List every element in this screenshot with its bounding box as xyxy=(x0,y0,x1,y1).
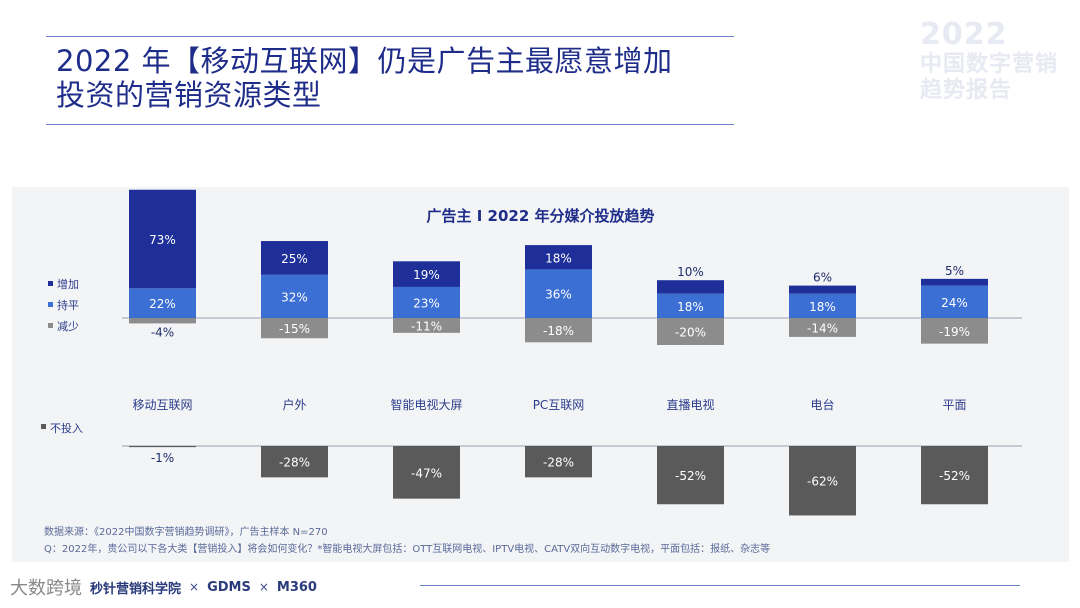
label-no-invest: -1% xyxy=(151,451,174,465)
bar-decrease xyxy=(393,318,460,333)
label-decrease: -18% xyxy=(543,324,574,338)
page-title: 2022 年【移动互联网】仍是广告主最愿意增加 投资的营销资源类型 xyxy=(56,44,736,112)
legend-swatch-1 xyxy=(48,302,53,307)
bar-no-invest xyxy=(525,446,592,478)
separator-1: × xyxy=(189,580,200,594)
label-increase: 73% xyxy=(149,233,176,247)
label-increase: 19% xyxy=(413,268,440,282)
label-no-invest: -52% xyxy=(939,469,970,483)
bar-decrease xyxy=(921,318,988,344)
label-no-invest: -47% xyxy=(411,466,442,480)
bar-increase xyxy=(657,280,724,294)
bar-flat xyxy=(921,285,988,318)
label-flat: 18% xyxy=(809,300,836,314)
label-flat: 22% xyxy=(149,297,176,311)
bar-flat xyxy=(657,293,724,318)
label-flat: 32% xyxy=(281,290,308,304)
bar-no-invest xyxy=(657,446,724,505)
chart-panel: 广告主 I 2022 年分媒介投放趋势 增加持平减少不投入 22% 73% -4% 移动… xyxy=(12,187,1069,562)
label-decrease: -4% xyxy=(151,325,174,339)
legend-swatch-2 xyxy=(48,323,53,328)
category-label: 平面 xyxy=(942,398,966,412)
legend-label-no-invest: 不投入 xyxy=(50,421,83,435)
bar-decrease xyxy=(129,318,196,324)
label-decrease: -20% xyxy=(675,326,706,340)
source-note: 数据来源：《2022中国数字营销趋势调研》，广告主样本 N=270 xyxy=(44,527,328,538)
bar-no-invest xyxy=(261,446,328,478)
label-flat: 23% xyxy=(413,296,440,310)
label-decrease: -19% xyxy=(939,325,970,339)
bar-increase xyxy=(393,261,460,287)
watermark-year: 2022 xyxy=(919,17,1008,52)
label-no-invest: -28% xyxy=(279,456,310,470)
bar-increase xyxy=(261,241,328,275)
bar-no-invest xyxy=(129,446,196,448)
bar-flat xyxy=(261,274,328,318)
bar-decrease xyxy=(525,318,592,343)
legend-label-2: 减少 xyxy=(57,320,79,333)
bar-increase xyxy=(789,285,856,294)
label-no-invest: -28% xyxy=(543,456,574,470)
partner-logo-1: 秒针营销科学院 xyxy=(90,581,182,597)
label-increase: 18% xyxy=(545,251,572,265)
bar-increase xyxy=(525,245,592,270)
label-flat: 36% xyxy=(545,288,572,302)
bar-flat xyxy=(525,269,592,318)
brand-watermark: 大数跨境 xyxy=(10,578,82,599)
question-note: Q：2022年，贵公司以下各大类【营销投入】将会如何变化？*智能电视大屏包括：O… xyxy=(44,544,771,555)
label-increase: 25% xyxy=(281,252,308,266)
label-decrease: -11% xyxy=(411,319,442,333)
category-label: 直播电视 xyxy=(666,397,714,412)
label-decrease: -15% xyxy=(279,322,310,336)
label-no-invest: -62% xyxy=(807,475,838,489)
legend-label-1: 持平 xyxy=(57,298,79,312)
title-bottom-rule xyxy=(46,124,734,125)
legend-label-0: 增加 xyxy=(57,277,79,291)
category-label: 电台 xyxy=(810,397,834,412)
category-label: 户外 xyxy=(282,397,306,412)
label-no-invest: -52% xyxy=(675,469,706,483)
label-increase: 6% xyxy=(813,271,832,285)
partner-logo-2: GDMS xyxy=(207,579,251,595)
partner-logo-3: M360 xyxy=(276,579,317,595)
title-line-1: 2022 年【移动互联网】仍是广告主最愿意增加 xyxy=(56,44,673,78)
watermark-line-2: 趋势报告 xyxy=(919,78,1012,103)
legend-swatch-no-invest xyxy=(41,424,46,429)
bar-flat xyxy=(789,293,856,318)
bar-no-invest xyxy=(921,446,988,505)
bar-no-invest xyxy=(393,446,460,499)
label-increase: 5% xyxy=(945,264,964,278)
bar-no-invest xyxy=(789,446,856,516)
bar-increase xyxy=(921,278,988,286)
separator-2: × xyxy=(258,580,269,594)
report-watermark: 2022 中国数字营销 趋势报告 xyxy=(920,18,1058,104)
bar-increase xyxy=(129,189,196,289)
bar-flat xyxy=(393,286,460,318)
footer-rule xyxy=(420,585,1020,586)
label-decrease: -14% xyxy=(807,321,838,335)
label-increase: 10% xyxy=(677,265,704,279)
category-label: 智能电视大屏 xyxy=(390,397,462,412)
footer-logos: 大数跨境 秒针营销科学院 × GDMS × M360 xyxy=(10,572,317,602)
category-label: 移动互联网 xyxy=(132,398,192,412)
bar-decrease xyxy=(789,318,856,337)
category-label: PC互联网 xyxy=(533,398,585,412)
title-line-2: 投资的营销资源类型 xyxy=(56,78,322,112)
bar-flat xyxy=(129,288,196,318)
label-flat: 24% xyxy=(941,296,968,310)
chart-title: 广告主 I 2022 年分媒介投放趋势 xyxy=(426,207,655,225)
bar-decrease xyxy=(261,318,328,339)
title-top-rule xyxy=(46,36,734,37)
bar-decrease xyxy=(657,318,724,345)
watermark-line-1: 中国数字营销 xyxy=(919,52,1058,77)
label-flat: 18% xyxy=(677,300,704,314)
legend-swatch-0 xyxy=(48,281,53,286)
